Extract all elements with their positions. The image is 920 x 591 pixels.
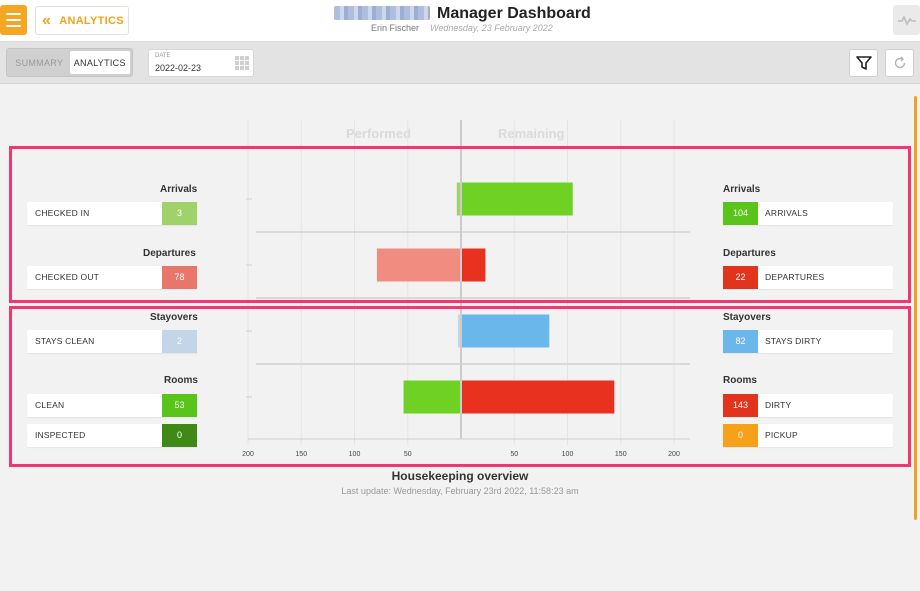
inspected-label: INSPECTED bbox=[35, 430, 86, 440]
arrivals-performed-bar bbox=[456, 182, 460, 216]
refresh-button[interactable] bbox=[885, 49, 914, 77]
x-tick-label: 50 bbox=[510, 451, 518, 458]
arrivals-remaining-bar bbox=[462, 182, 573, 216]
refresh-icon bbox=[894, 56, 905, 69]
menu-button[interactable] bbox=[0, 5, 27, 35]
arrivals-value: 104 bbox=[723, 202, 758, 225]
tab-analytics[interactable]: ANALYTICS bbox=[69, 51, 130, 74]
rooms-remaining-bar bbox=[462, 380, 615, 414]
pickup-value: 0 bbox=[723, 424, 758, 447]
departures-remaining-bar bbox=[462, 248, 486, 282]
clean-label: CLEAN bbox=[35, 400, 65, 410]
checked-in-label: CHECKED IN bbox=[35, 208, 90, 218]
departures-card[interactable]: 22 DEPARTURES bbox=[723, 266, 893, 289]
departures-title-right: Departures bbox=[723, 248, 776, 259]
stays-dirty-label: STAYS DIRTY bbox=[765, 336, 822, 346]
highlight-box-stayovers-rooms bbox=[9, 306, 911, 467]
view-segmented-control: SUMMARY ANALYTICS bbox=[6, 48, 133, 77]
checked-in-card[interactable]: CHECKED IN 3 bbox=[27, 202, 197, 225]
pulse-icon bbox=[897, 15, 916, 26]
x-tick-label: 100 bbox=[562, 451, 574, 458]
date-label: DATE bbox=[155, 53, 171, 59]
blurred-property-name bbox=[334, 6, 430, 20]
x-tick-label: 50 bbox=[404, 451, 412, 458]
page-title: Manager Dashboard bbox=[437, 5, 591, 22]
date-picker[interactable]: DATE 2022-02-23 bbox=[148, 49, 254, 77]
performed-header: Performed bbox=[346, 126, 412, 141]
x-tick-label: 100 bbox=[349, 451, 361, 458]
toolbar: SUMMARY ANALYTICS DATE 2022-02-23 bbox=[0, 42, 920, 84]
departures-title-left: Departures bbox=[143, 248, 196, 259]
checked-in-value: 3 bbox=[162, 202, 197, 225]
tab-summary[interactable]: SUMMARY bbox=[15, 57, 64, 68]
date-value: 2022-02-23 bbox=[155, 63, 202, 73]
rooms-title-left: Rooms bbox=[164, 375, 198, 386]
filter-button[interactable] bbox=[849, 49, 878, 77]
stayovers-remaining-bar bbox=[462, 314, 550, 348]
checked-out-label: CHECKED OUT bbox=[35, 272, 100, 282]
stayovers-performed-bar bbox=[457, 314, 460, 348]
highlight-box-arrivals-departures bbox=[9, 146, 911, 303]
back-button[interactable]: « ANALYTICS bbox=[35, 6, 129, 35]
back-label: ANALYTICS bbox=[59, 14, 124, 27]
pickup-card[interactable]: 0 PICKUP bbox=[723, 424, 893, 447]
dirty-value: 143 bbox=[723, 394, 758, 417]
last-update-text: Last update: Wednesday, February 23rd 20… bbox=[341, 486, 579, 496]
departures-label: DEPARTURES bbox=[765, 272, 825, 282]
top-bar: « ANALYTICS Manager Dashboard Erin Fisch… bbox=[0, 0, 920, 42]
stayovers-title-right: Stayovers bbox=[723, 312, 771, 323]
arrivals-title-left: Arrivals bbox=[160, 184, 198, 195]
rooms-performed-bar bbox=[403, 380, 460, 414]
hamburger-icon bbox=[6, 13, 21, 15]
user-name: Erin Fischer bbox=[371, 23, 420, 33]
arrivals-label: ARRIVALS bbox=[765, 208, 809, 218]
stays-dirty-card[interactable]: 82 STAYS DIRTY bbox=[723, 330, 893, 353]
checked-out-value: 78 bbox=[162, 266, 197, 289]
x-tick-label: 150 bbox=[615, 451, 627, 458]
stays-clean-value: 2 bbox=[162, 330, 197, 353]
double-chevron-left-icon: « bbox=[42, 11, 52, 29]
dirty-label: DIRTY bbox=[765, 400, 792, 410]
stays-clean-card[interactable]: STAYS CLEAN 2 bbox=[27, 330, 197, 353]
calendar-icon bbox=[235, 56, 249, 70]
departures-value: 22 bbox=[723, 266, 758, 289]
pickup-label: PICKUP bbox=[765, 430, 798, 440]
x-tick-label: 200 bbox=[242, 451, 254, 458]
chart-title: Housekeeping overview bbox=[391, 469, 529, 483]
clean-value: 53 bbox=[162, 394, 197, 417]
clean-card[interactable]: CLEAN 53 bbox=[27, 394, 197, 417]
activity-button[interactable] bbox=[893, 5, 920, 35]
stays-clean-label: STAYS CLEAN bbox=[35, 336, 95, 346]
inspected-card[interactable]: INSPECTED 0 bbox=[27, 424, 197, 447]
departures-performed-bar bbox=[376, 248, 460, 282]
x-tick-label: 150 bbox=[295, 451, 307, 458]
inspected-value: 0 bbox=[162, 424, 197, 447]
header-date: Wednesday, 23 February 2022 bbox=[430, 23, 553, 33]
dirty-card[interactable]: 143 DIRTY bbox=[723, 394, 893, 417]
rooms-title-right: Rooms bbox=[723, 375, 757, 386]
filter-icon bbox=[855, 56, 872, 70]
stays-dirty-value: 82 bbox=[723, 330, 758, 353]
arrivals-title-right: Arrivals bbox=[723, 184, 761, 195]
scroll-indicator[interactable] bbox=[914, 96, 917, 520]
checked-out-card[interactable]: CHECKED OUT 78 bbox=[27, 266, 197, 289]
arrivals-card[interactable]: 104 ARRIVALS bbox=[723, 202, 893, 225]
x-tick-label: 200 bbox=[668, 451, 680, 458]
stayovers-title-left: Stayovers bbox=[150, 312, 198, 323]
